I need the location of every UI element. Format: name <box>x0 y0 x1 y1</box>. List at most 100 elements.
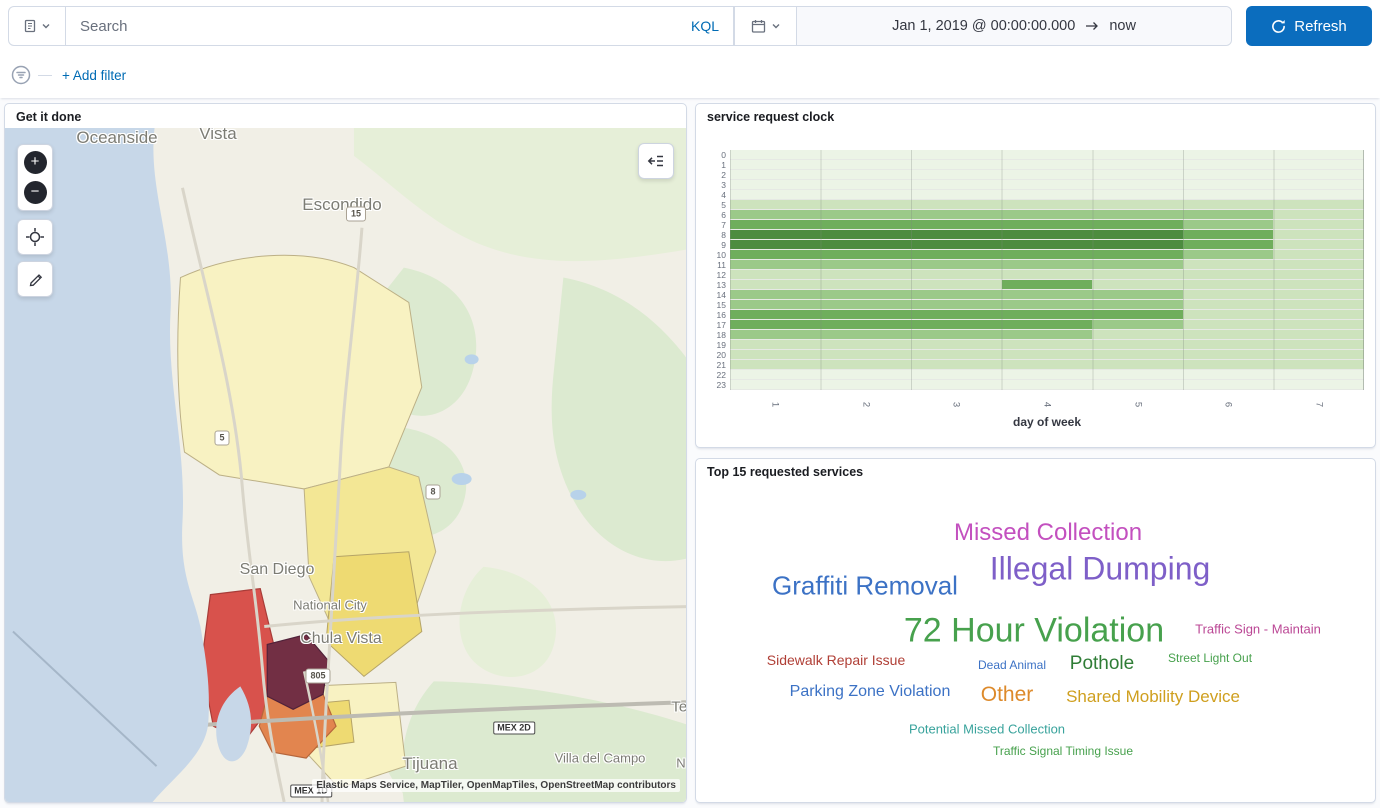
tag-word[interactable]: Graffiti Removal <box>772 570 958 601</box>
heatmap-cell[interactable] <box>1092 180 1183 189</box>
heatmap-cell[interactable] <box>730 310 821 319</box>
heatmap-cell[interactable] <box>1182 150 1274 159</box>
heatmap-cell[interactable] <box>911 270 1002 279</box>
heatmap-cell[interactable] <box>1182 360 1274 369</box>
heatmap-cell[interactable] <box>730 280 821 289</box>
heatmap-cell[interactable] <box>730 350 821 359</box>
heatmap-cell[interactable] <box>1092 320 1183 329</box>
heatmap-cell[interactable] <box>1273 250 1365 259</box>
heatmap-cell[interactable] <box>730 190 821 199</box>
heatmap-cell[interactable] <box>1092 240 1183 249</box>
heatmap-cell[interactable] <box>1273 260 1365 269</box>
refresh-button[interactable]: Refresh <box>1246 6 1372 46</box>
heatmap-cell[interactable] <box>1001 320 1093 329</box>
search-input[interactable] <box>66 7 677 45</box>
heatmap-cell[interactable] <box>1182 370 1274 379</box>
tag-word[interactable]: Missed Collection <box>953 519 1143 546</box>
heatmap-cell[interactable] <box>1182 210 1274 219</box>
heatmap-cell[interactable] <box>911 200 1002 209</box>
heatmap-cell[interactable] <box>1001 180 1093 189</box>
date-range-end[interactable]: now <box>1109 18 1136 34</box>
tag-word[interactable]: Dead Animal <box>977 658 1047 672</box>
heatmap-cell[interactable] <box>1092 230 1183 239</box>
heatmap-cell[interactable] <box>730 220 821 229</box>
heatmap-cell[interactable] <box>820 290 912 299</box>
heatmap-cell[interactable] <box>1182 340 1274 349</box>
heatmap-cell[interactable] <box>1092 250 1183 259</box>
heatmap-cell[interactable] <box>1273 370 1365 379</box>
heatmap-cell[interactable] <box>911 380 1002 389</box>
heatmap-cell[interactable] <box>1273 360 1365 369</box>
heatmap-cell[interactable] <box>1182 270 1274 279</box>
heatmap-cell[interactable] <box>1182 240 1274 249</box>
heatmap-cell[interactable] <box>730 270 821 279</box>
map-canvas[interactable]: Oceanside Vista Escondido San Diego National… <box>5 128 686 802</box>
heatmap-cell[interactable] <box>1001 340 1093 349</box>
set-view-button[interactable] <box>17 219 53 255</box>
tag-word[interactable]: Pothole <box>1069 653 1135 674</box>
zoom-out-button[interactable]: − <box>23 181 47 204</box>
heatmap-cell[interactable] <box>1273 240 1365 249</box>
heatmap-cell[interactable] <box>1273 350 1365 359</box>
heatmap-cell[interactable] <box>911 150 1002 159</box>
heatmap-cell[interactable] <box>730 330 821 339</box>
heatmap-cell[interactable] <box>1092 300 1183 309</box>
tag-word[interactable]: Shared Mobility Device <box>1066 687 1240 706</box>
zoom-in-button[interactable]: + <box>23 151 47 174</box>
heatmap-cell[interactable] <box>1092 190 1183 199</box>
heatmap-cell[interactable] <box>1001 300 1093 309</box>
heatmap-cell[interactable] <box>820 250 912 259</box>
saved-query-menu-button[interactable] <box>8 6 66 46</box>
heatmap-cell[interactable] <box>1273 380 1365 389</box>
heatmap-cell[interactable] <box>730 320 821 329</box>
heatmap-cell[interactable] <box>1092 200 1183 209</box>
heatmap-cell[interactable] <box>1092 290 1183 299</box>
date-picker-menu-button[interactable] <box>735 7 797 45</box>
heatmap-cell[interactable] <box>1001 160 1093 169</box>
heatmap-cell[interactable] <box>820 300 912 309</box>
heatmap-cell[interactable] <box>1001 370 1093 379</box>
filter-set-icon[interactable] <box>10 64 32 86</box>
heatmap-cell[interactable] <box>911 220 1002 229</box>
legend-toggle-button[interactable] <box>638 143 674 179</box>
heatmap-cell[interactable] <box>911 350 1002 359</box>
heatmap-cell[interactable] <box>1182 250 1274 259</box>
heatmap-cell[interactable] <box>820 380 912 389</box>
tag-word[interactable]: 72 Hour Violation <box>903 611 1165 650</box>
heatmap-cell[interactable] <box>1001 190 1093 199</box>
heatmap-cell[interactable] <box>1092 150 1183 159</box>
heatmap-cell[interactable] <box>730 360 821 369</box>
heatmap-cell[interactable] <box>730 240 821 249</box>
heatmap-cell[interactable] <box>1001 290 1093 299</box>
heatmap-cell[interactable] <box>730 170 821 179</box>
heatmap-cell[interactable] <box>911 360 1002 369</box>
choropleth-region[interactable] <box>325 551 423 678</box>
heatmap-cell[interactable] <box>1182 220 1274 229</box>
heatmap-cell[interactable] <box>1092 170 1183 179</box>
tag-word[interactable]: Sidewalk Repair Issue <box>766 652 906 668</box>
tag-word[interactable]: Street Light Out <box>1167 651 1253 665</box>
heatmap-cell[interactable] <box>1001 280 1093 289</box>
heatmap-grid[interactable] <box>730 150 1365 390</box>
heatmap-cell[interactable] <box>911 260 1002 269</box>
heatmap-cell[interactable] <box>1001 350 1093 359</box>
heatmap-cell[interactable] <box>1001 380 1093 389</box>
heatmap-cell[interactable] <box>730 250 821 259</box>
tag-word[interactable]: Other <box>980 683 1034 706</box>
heatmap-cell[interactable] <box>820 230 912 239</box>
heatmap-cell[interactable] <box>820 200 912 209</box>
heatmap-cell[interactable] <box>820 320 912 329</box>
tag-word[interactable]: Potential Missed Collection <box>908 721 1066 737</box>
heatmap-cell[interactable] <box>820 160 912 169</box>
heatmap-cell[interactable] <box>1092 260 1183 269</box>
heatmap-cell[interactable] <box>820 360 912 369</box>
heatmap-cell[interactable] <box>1273 210 1365 219</box>
heatmap-cell[interactable] <box>911 210 1002 219</box>
heatmap-cell[interactable] <box>730 290 821 299</box>
heatmap-cell[interactable] <box>820 340 912 349</box>
heatmap-cell[interactable] <box>1273 200 1365 209</box>
heatmap-cell[interactable] <box>820 180 912 189</box>
heatmap-cell[interactable] <box>730 160 821 169</box>
heatmap-cell[interactable] <box>1001 260 1093 269</box>
heatmap-cell[interactable] <box>1182 350 1274 359</box>
